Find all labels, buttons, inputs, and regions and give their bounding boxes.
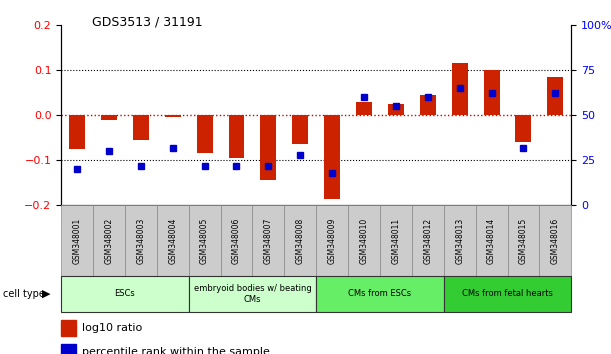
Bar	[165, 115, 181, 117]
Bar	[61, 344, 76, 354]
FancyBboxPatch shape	[284, 205, 316, 276]
Bar	[420, 95, 436, 115]
Bar	[483, 70, 500, 115]
FancyBboxPatch shape	[348, 205, 380, 276]
Bar	[547, 77, 563, 115]
FancyBboxPatch shape	[444, 205, 475, 276]
FancyBboxPatch shape	[508, 205, 540, 276]
Text: ESCs: ESCs	[114, 289, 135, 298]
FancyBboxPatch shape	[125, 205, 157, 276]
Bar	[356, 102, 372, 115]
FancyBboxPatch shape	[221, 205, 252, 276]
Text: GSM348015: GSM348015	[519, 218, 528, 264]
Bar	[69, 115, 85, 149]
FancyBboxPatch shape	[316, 205, 348, 276]
FancyBboxPatch shape	[252, 205, 284, 276]
Bar	[516, 115, 532, 142]
Bar	[324, 115, 340, 199]
Bar	[101, 115, 117, 120]
Bar	[452, 63, 467, 115]
FancyBboxPatch shape	[412, 205, 444, 276]
Bar	[388, 104, 404, 115]
FancyBboxPatch shape	[189, 276, 316, 312]
Bar	[61, 320, 76, 336]
Text: ▶: ▶	[42, 289, 50, 299]
Text: GSM348013: GSM348013	[455, 218, 464, 264]
Text: cell type: cell type	[3, 289, 45, 299]
Text: GSM348014: GSM348014	[487, 218, 496, 264]
Bar	[260, 115, 276, 181]
Text: GSM348012: GSM348012	[423, 218, 433, 264]
Text: GSM348010: GSM348010	[359, 218, 368, 264]
FancyBboxPatch shape	[475, 205, 508, 276]
FancyBboxPatch shape	[61, 205, 93, 276]
FancyBboxPatch shape	[189, 205, 221, 276]
FancyBboxPatch shape	[444, 276, 571, 312]
FancyBboxPatch shape	[93, 205, 125, 276]
Bar	[197, 115, 213, 153]
Bar	[133, 115, 149, 140]
Text: GSM348011: GSM348011	[392, 218, 400, 264]
FancyBboxPatch shape	[540, 205, 571, 276]
Text: GSM348003: GSM348003	[136, 217, 145, 264]
FancyBboxPatch shape	[316, 276, 444, 312]
Text: percentile rank within the sample: percentile rank within the sample	[82, 347, 270, 354]
Text: GSM348006: GSM348006	[232, 217, 241, 264]
Text: GSM348005: GSM348005	[200, 217, 209, 264]
Bar	[229, 115, 244, 158]
Text: log10 ratio: log10 ratio	[82, 323, 142, 333]
Text: CMs from ESCs: CMs from ESCs	[348, 289, 412, 298]
Text: GDS3513 / 31191: GDS3513 / 31191	[92, 16, 202, 29]
Text: GSM348007: GSM348007	[264, 217, 273, 264]
Text: embryoid bodies w/ beating
CMs: embryoid bodies w/ beating CMs	[194, 284, 311, 303]
Text: GSM348016: GSM348016	[551, 218, 560, 264]
FancyBboxPatch shape	[380, 205, 412, 276]
Bar	[292, 115, 308, 144]
FancyBboxPatch shape	[157, 205, 189, 276]
Text: GSM348009: GSM348009	[327, 217, 337, 264]
Text: GSM348004: GSM348004	[168, 217, 177, 264]
Text: CMs from fetal hearts: CMs from fetal hearts	[462, 289, 553, 298]
Text: GSM348002: GSM348002	[104, 218, 114, 264]
FancyBboxPatch shape	[61, 276, 189, 312]
Text: GSM348008: GSM348008	[296, 218, 305, 264]
Text: GSM348001: GSM348001	[73, 218, 81, 264]
